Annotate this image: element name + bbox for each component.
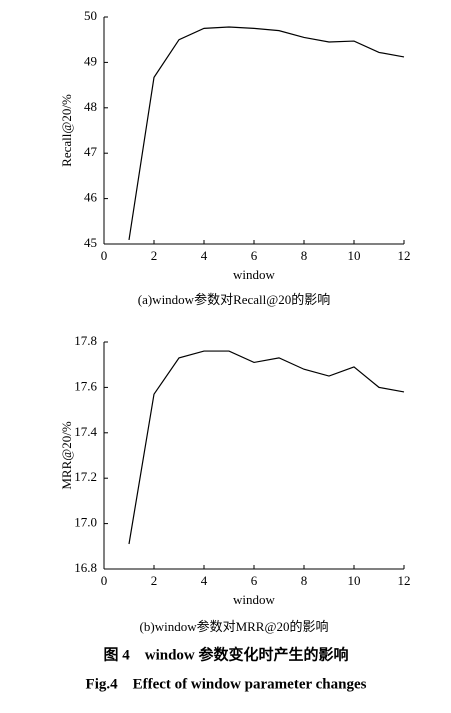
- x-axis-label: window: [233, 267, 276, 282]
- y-tick-label: 45: [84, 235, 97, 250]
- y-tick-label: 50: [84, 8, 97, 23]
- data-line: [128, 26, 405, 241]
- x-tick-label: 8: [301, 573, 308, 588]
- y-tick-label: 47: [84, 144, 98, 159]
- y-tick-label: 48: [84, 99, 97, 114]
- x-tick-label: 0: [101, 248, 108, 263]
- x-tick-label: 6: [251, 573, 258, 588]
- x-tick-label: 12: [398, 573, 411, 588]
- x-tick-label: 2: [151, 573, 158, 588]
- y-axis-label: Recall@20/%: [59, 94, 74, 167]
- y-tick-label: 46: [84, 190, 98, 205]
- x-tick-label: 12: [398, 248, 411, 263]
- x-tick-label: 4: [201, 248, 208, 263]
- chart-caption: (a)window参数对Recall@20的影响: [138, 292, 331, 307]
- figure-caption-en: Fig.4 Effect of window parameter changes: [86, 676, 367, 692]
- x-tick-label: 2: [151, 248, 158, 263]
- x-tick-label: 6: [251, 248, 258, 263]
- y-tick-label: 17.0: [74, 515, 97, 530]
- y-tick-label: 17.4: [74, 424, 97, 439]
- data-line: [128, 350, 405, 545]
- x-tick-label: 0: [101, 573, 108, 588]
- x-tick-label: 4: [201, 573, 208, 588]
- y-tick-label: 17.2: [74, 469, 97, 484]
- y-axis-label: MRR@20/%: [59, 421, 74, 489]
- y-tick-label: 16.8: [74, 560, 97, 575]
- x-tick-label: 10: [348, 248, 361, 263]
- x-axis-label: window: [233, 592, 276, 607]
- y-tick-label: 17.8: [74, 333, 97, 348]
- chart-caption: (b)window参数对MRR@20的影响: [140, 619, 329, 634]
- y-tick-label: 17.6: [74, 378, 97, 393]
- figure-caption-cn: 图 4 window 参数变化时产生的影响: [103, 645, 348, 663]
- x-tick-label: 10: [348, 573, 361, 588]
- x-tick-label: 8: [301, 248, 308, 263]
- y-tick-label: 49: [84, 53, 97, 68]
